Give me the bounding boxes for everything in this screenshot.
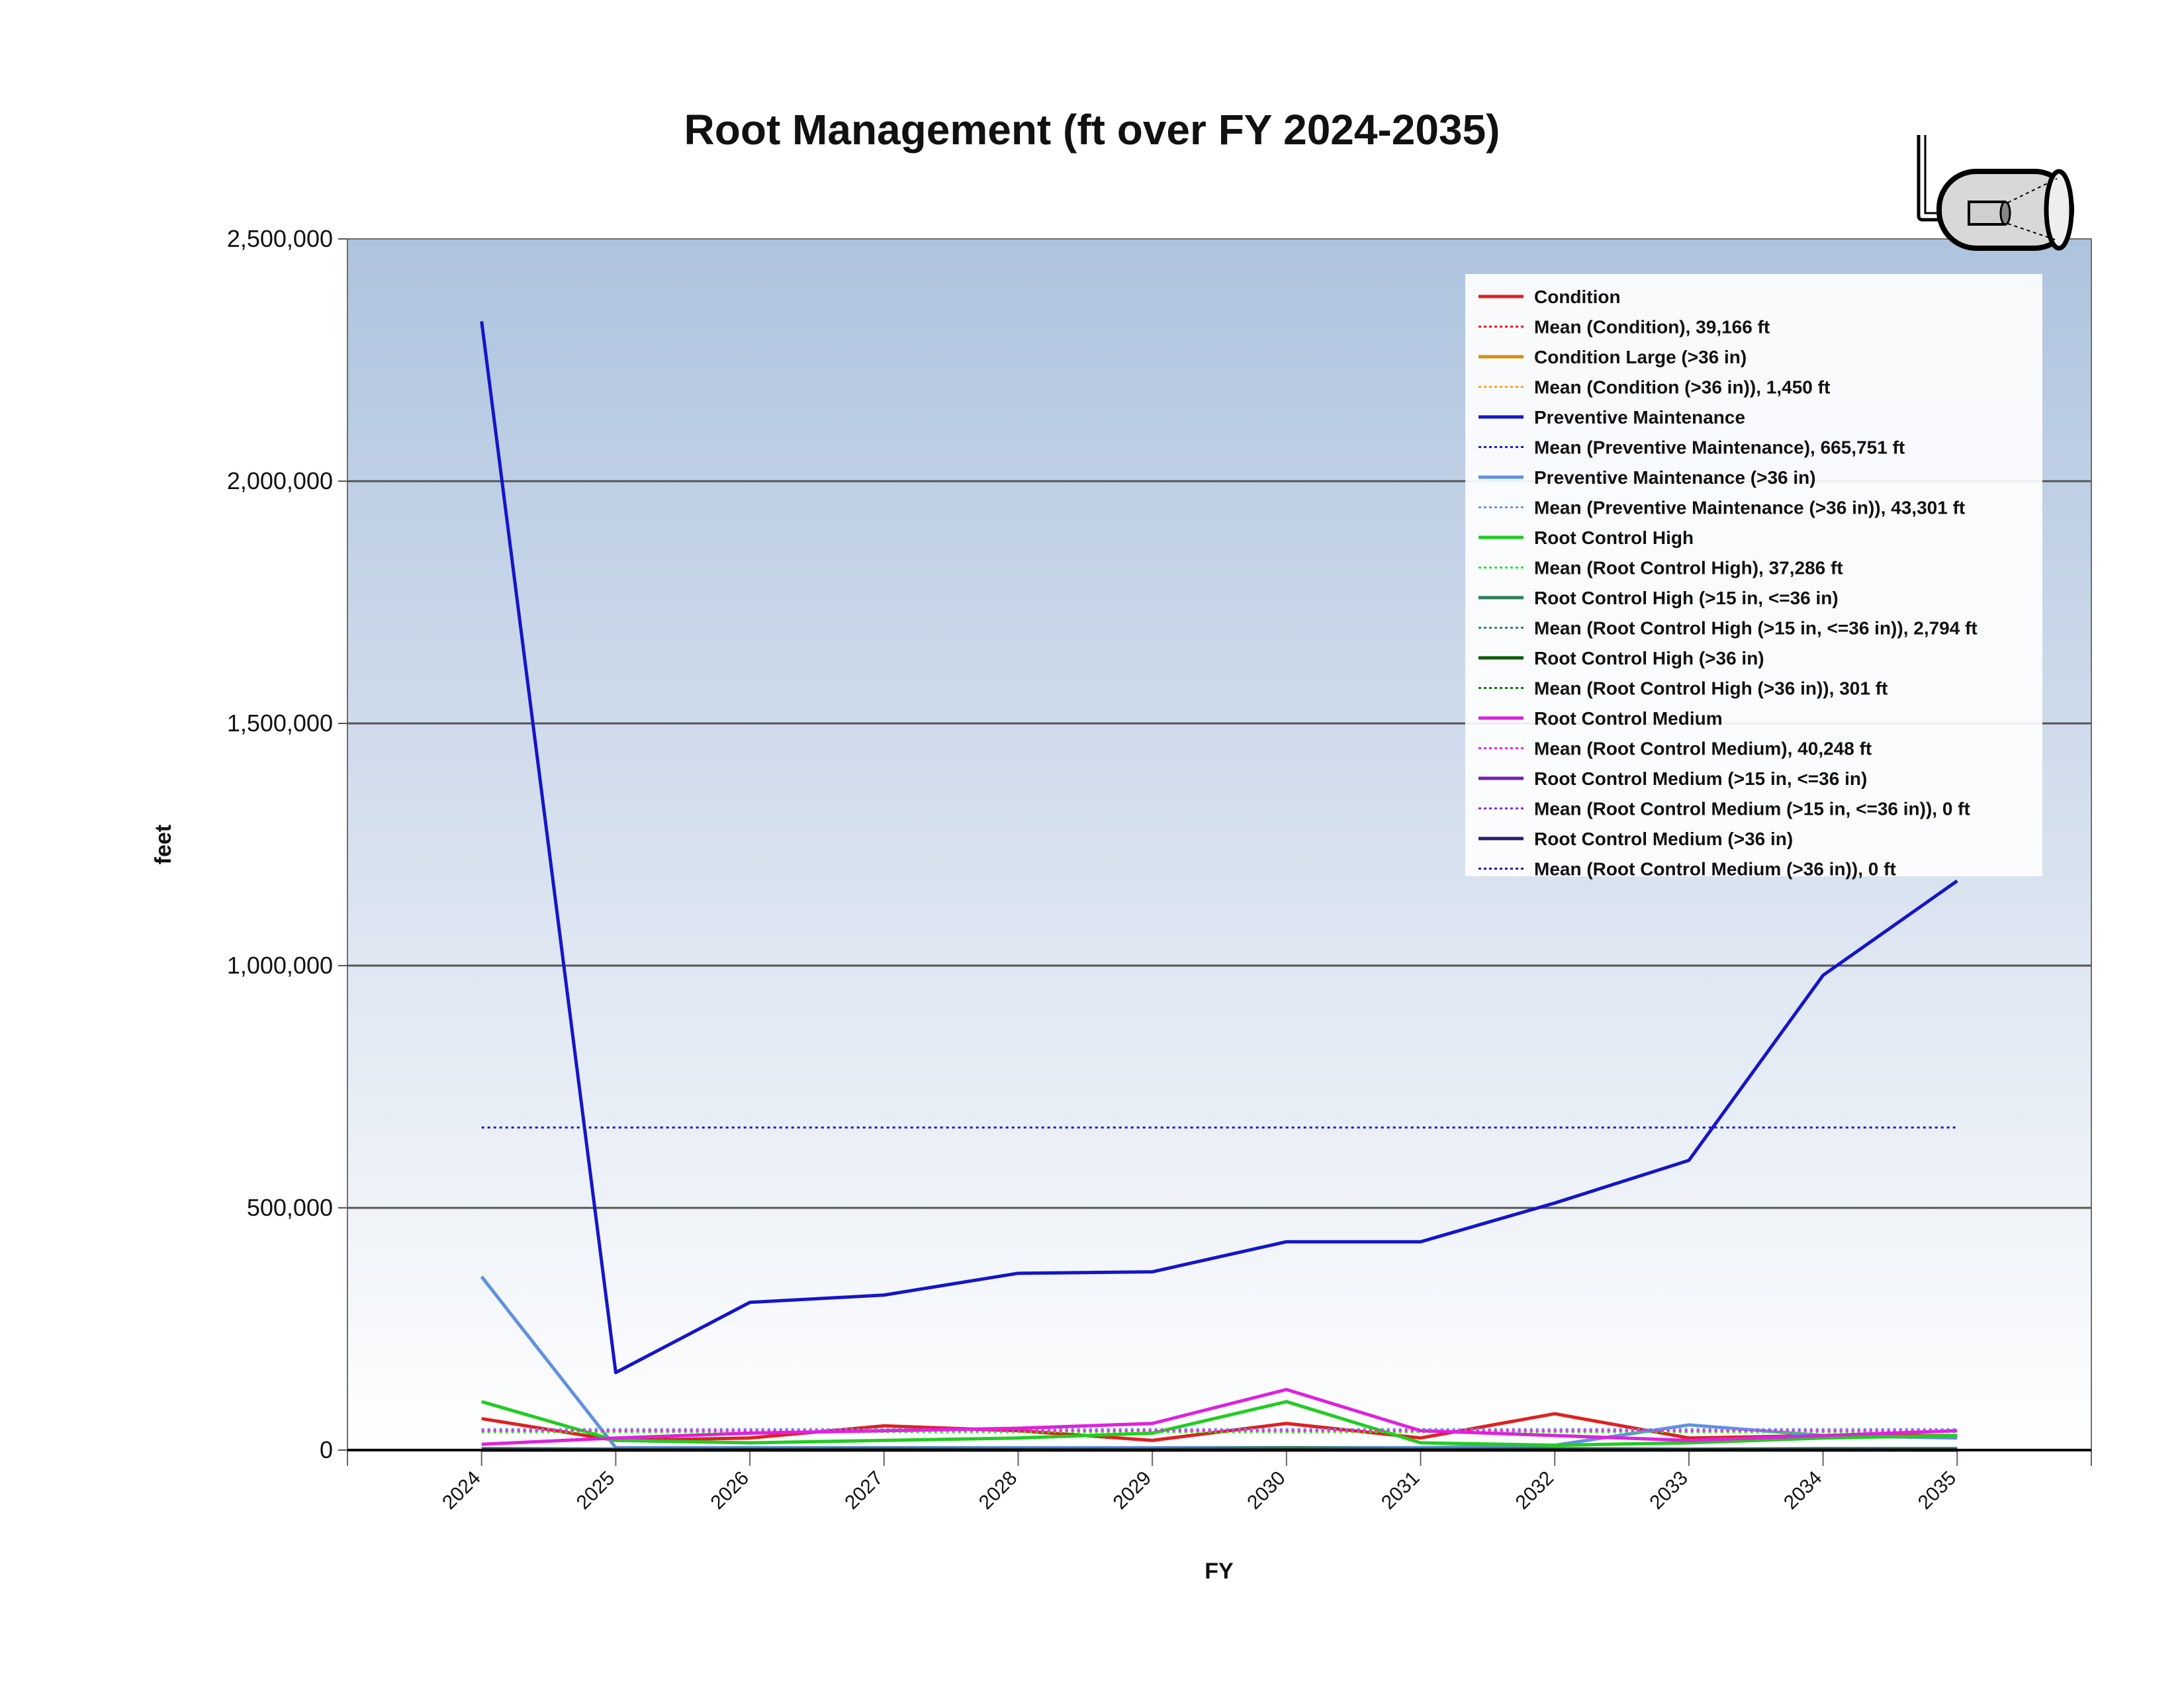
x-tick-label: 2029 [1109, 1467, 1156, 1514]
x-tick-label: 2031 [1377, 1467, 1424, 1514]
legend-item-label: Mean (Condition (>36 in)), 1,450 ft [1534, 377, 1830, 398]
y-tick-label: 1,000,000 [227, 952, 333, 979]
x-tick-label: 2026 [706, 1467, 753, 1514]
legend-item-label: Condition [1534, 287, 1621, 307]
legend-item-label: Mean (Root Control High (>15 in, <=36 in… [1534, 618, 1978, 639]
legend-item-label: Mean (Preventive Maintenance (>36 in)), … [1534, 498, 1965, 518]
legend: Condition Mean (Condition), 39,166 ft Cond… [1465, 274, 2042, 880]
legend-item-label: Root Control High [1534, 527, 1694, 548]
legend-item-label: Condition Large (>36 in) [1534, 347, 1747, 367]
legend-item-label: Preventive Maintenance (>36 in) [1534, 467, 1816, 488]
legend-item-label: Root Control Medium (>15 in, <=36 in) [1534, 768, 1867, 789]
legend-item-label: Mean (Root Control Medium (>15 in, <=36 … [1534, 799, 1970, 819]
y-tick-label: 2,500,000 [227, 225, 333, 252]
x-tick-label: 2034 [1780, 1467, 1827, 1514]
x-axis-ticks: 2024 2025 2026 2027 2028 2029 2030 2031 2032 2033… [347, 1450, 2091, 1514]
x-tick-label: 2028 [975, 1467, 1022, 1514]
legend-item-label: Mean (Root Control Medium), 40,248 ft [1534, 739, 1872, 759]
x-axis-label: FY [1205, 1559, 1234, 1584]
x-tick-label: 2027 [841, 1467, 887, 1514]
legend-item-label: Preventive Maintenance [1534, 407, 1745, 428]
x-tick-label: 2035 [1914, 1467, 1961, 1514]
legend-item-label: Mean (Preventive Maintenance), 665,751 f… [1534, 437, 1905, 458]
x-tick-label: 2024 [438, 1467, 485, 1514]
x-tick-label: 2030 [1243, 1467, 1290, 1514]
legend-item-label: Root Control High (>36 in) [1534, 648, 1764, 668]
legend-item-label: Mean (Root Control Medium (>36 in)), 0 f… [1534, 859, 1896, 880]
y-axis-ticks: 0 500,000 1,000,000 1,500,000 2,000,000 2,500… [227, 225, 347, 1463]
legend-item-label: Mean (Root Control High), 37,286 ft [1534, 558, 1843, 578]
y-tick-label: 1,500,000 [227, 709, 333, 737]
legend-item-label: Root Control Medium (>36 in) [1534, 829, 1793, 849]
sewer-pipe-inspection-camera-icon [1919, 135, 2071, 248]
y-tick-label: 500,000 [247, 1194, 333, 1221]
y-tick-label: 2,000,000 [227, 467, 333, 494]
x-tick-label: 2032 [1512, 1467, 1559, 1514]
y-tick-label: 0 [320, 1436, 333, 1463]
legend-item-label: Root Control Medium [1534, 708, 1723, 729]
legend-item-label: Mean (Condition), 39,166 ft [1534, 317, 1770, 338]
chart-title: Root Management (ft over FY 2024-2035) [684, 106, 1500, 154]
legend-item-label: Mean (Root Control High (>36 in)), 301 f… [1534, 678, 1888, 699]
x-tick-label: 2033 [1645, 1467, 1692, 1514]
y-axis-label: feet [151, 825, 176, 864]
x-tick-label: 2025 [572, 1467, 619, 1514]
legend-item-label: Root Control High (>15 in, <=36 in) [1534, 588, 1839, 608]
